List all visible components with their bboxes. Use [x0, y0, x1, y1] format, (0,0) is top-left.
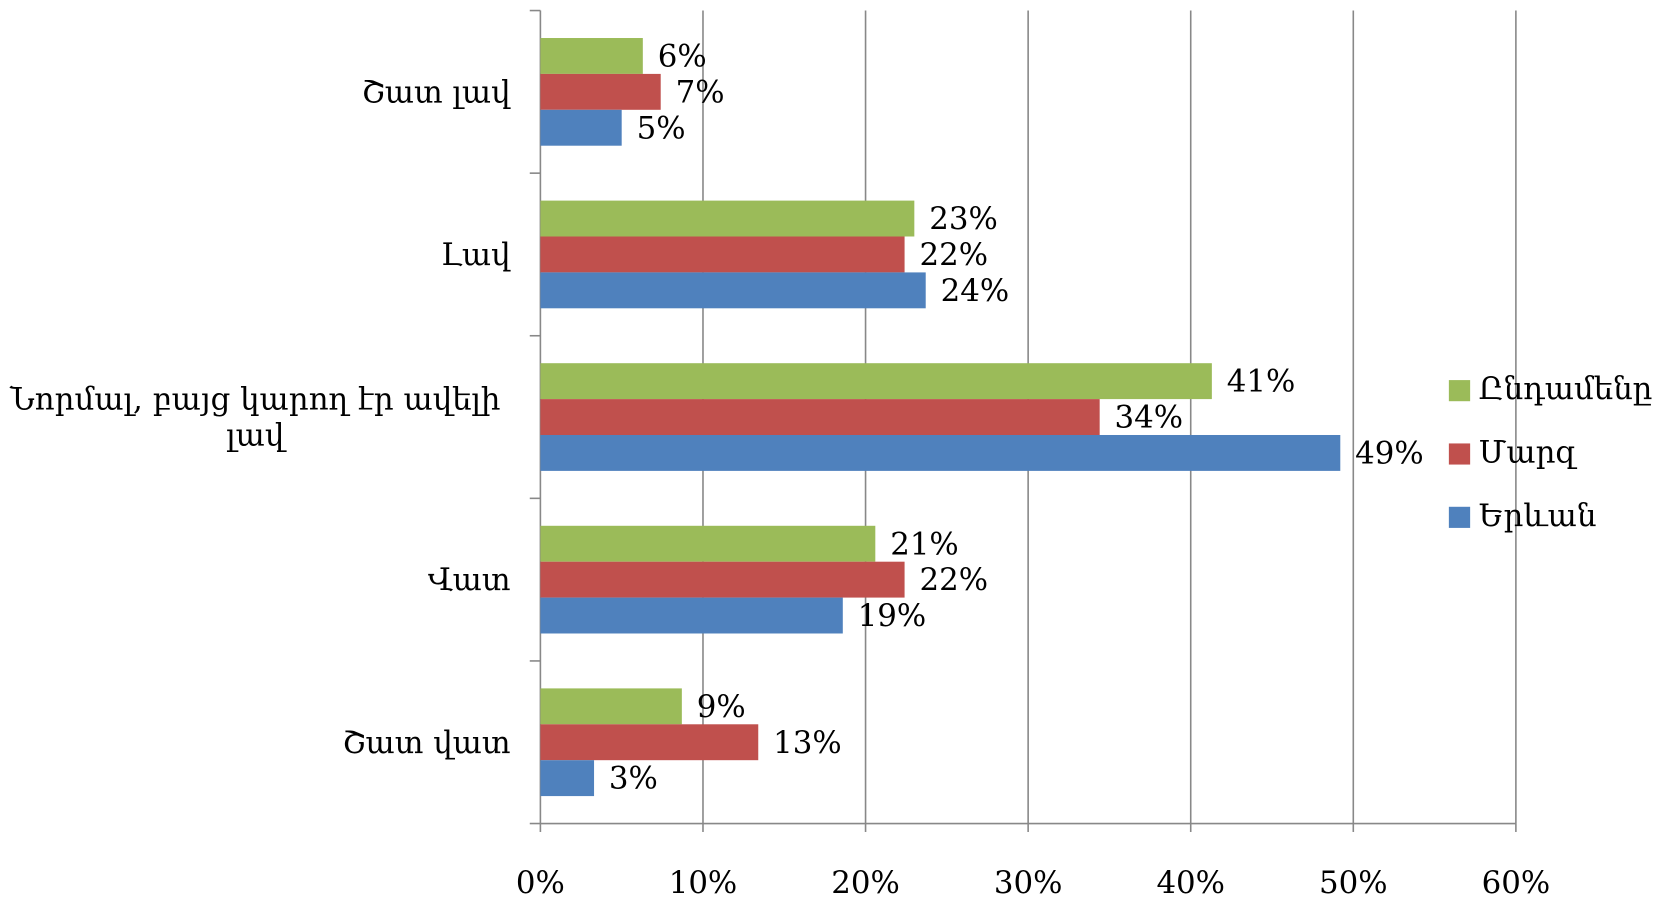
y-tick-label: Լավ [440, 236, 511, 273]
data-label: 22% [919, 562, 988, 598]
bar [540, 73, 661, 110]
y-tick-label: Նորմալ, բայց կարող էր ավելի լավ [10, 381, 501, 453]
y-tick-label: Շատ վատ [342, 724, 511, 761]
bar [540, 525, 876, 562]
data-label: 49% [1355, 436, 1424, 472]
category-label-box: Շատ լավ [0, 11, 511, 174]
category-label-box: Լավ [0, 173, 511, 336]
category-label-wrap: Լավ [0, 173, 511, 336]
data-label: 13% [773, 725, 842, 761]
data-label: 23% [929, 201, 998, 237]
bar [540, 200, 915, 237]
bar [540, 561, 905, 598]
data-label: 21% [890, 526, 959, 562]
data-label: 5% [637, 110, 686, 146]
bar [540, 724, 759, 761]
bar [540, 38, 643, 74]
legend-label: Երևան [1479, 498, 1597, 534]
data-label: 6% [658, 39, 707, 75]
data-label: 34% [1115, 400, 1184, 436]
bar [540, 434, 1341, 471]
legend-label: Ընդամենը [1479, 371, 1653, 407]
data-label: 22% [919, 237, 988, 273]
data-label: 9% [697, 689, 746, 725]
x-tick-label: 10% [669, 865, 738, 901]
bar [540, 272, 926, 309]
category-label-box: Վատ [0, 498, 511, 661]
category-label-box: Նորմալ, բայց կարող էր ավելի լավ [0, 336, 511, 499]
x-tick-label: 50% [1319, 865, 1388, 901]
data-label: 7% [676, 75, 725, 111]
category-label-wrap: Շատ վատ [0, 661, 511, 824]
legend-label: Մարզ [1479, 435, 1578, 471]
legend-swatch [1448, 443, 1471, 465]
legend-swatch [1448, 506, 1471, 528]
x-tick-label: 0% [516, 865, 565, 901]
data-label: 19% [858, 598, 927, 634]
y-tick-label: Շատ լավ [361, 73, 511, 110]
bar [540, 236, 905, 273]
bar [540, 399, 1100, 435]
bar [540, 363, 1212, 400]
data-label: 3% [609, 761, 658, 797]
x-tick-label: 20% [831, 865, 900, 901]
data-label: 24% [941, 273, 1010, 309]
category-label-box: Շատ վատ [0, 661, 511, 824]
y-tick-label: Վատ [427, 561, 511, 598]
bar [540, 597, 843, 634]
x-tick-label: 40% [1156, 865, 1225, 901]
category-label-wrap: Շատ լավ [0, 11, 511, 174]
category-label-wrap: Վատ [0, 498, 511, 661]
bar [540, 688, 682, 725]
data-label: 41% [1227, 364, 1296, 400]
x-tick-label: 30% [994, 865, 1063, 901]
x-tick-label: 60% [1482, 865, 1551, 901]
category-label-wrap: Նորմալ, բայց կարող էր ավելի լավ [0, 336, 511, 499]
bar [540, 760, 595, 797]
bar [540, 109, 622, 146]
legend-swatch [1448, 380, 1471, 402]
